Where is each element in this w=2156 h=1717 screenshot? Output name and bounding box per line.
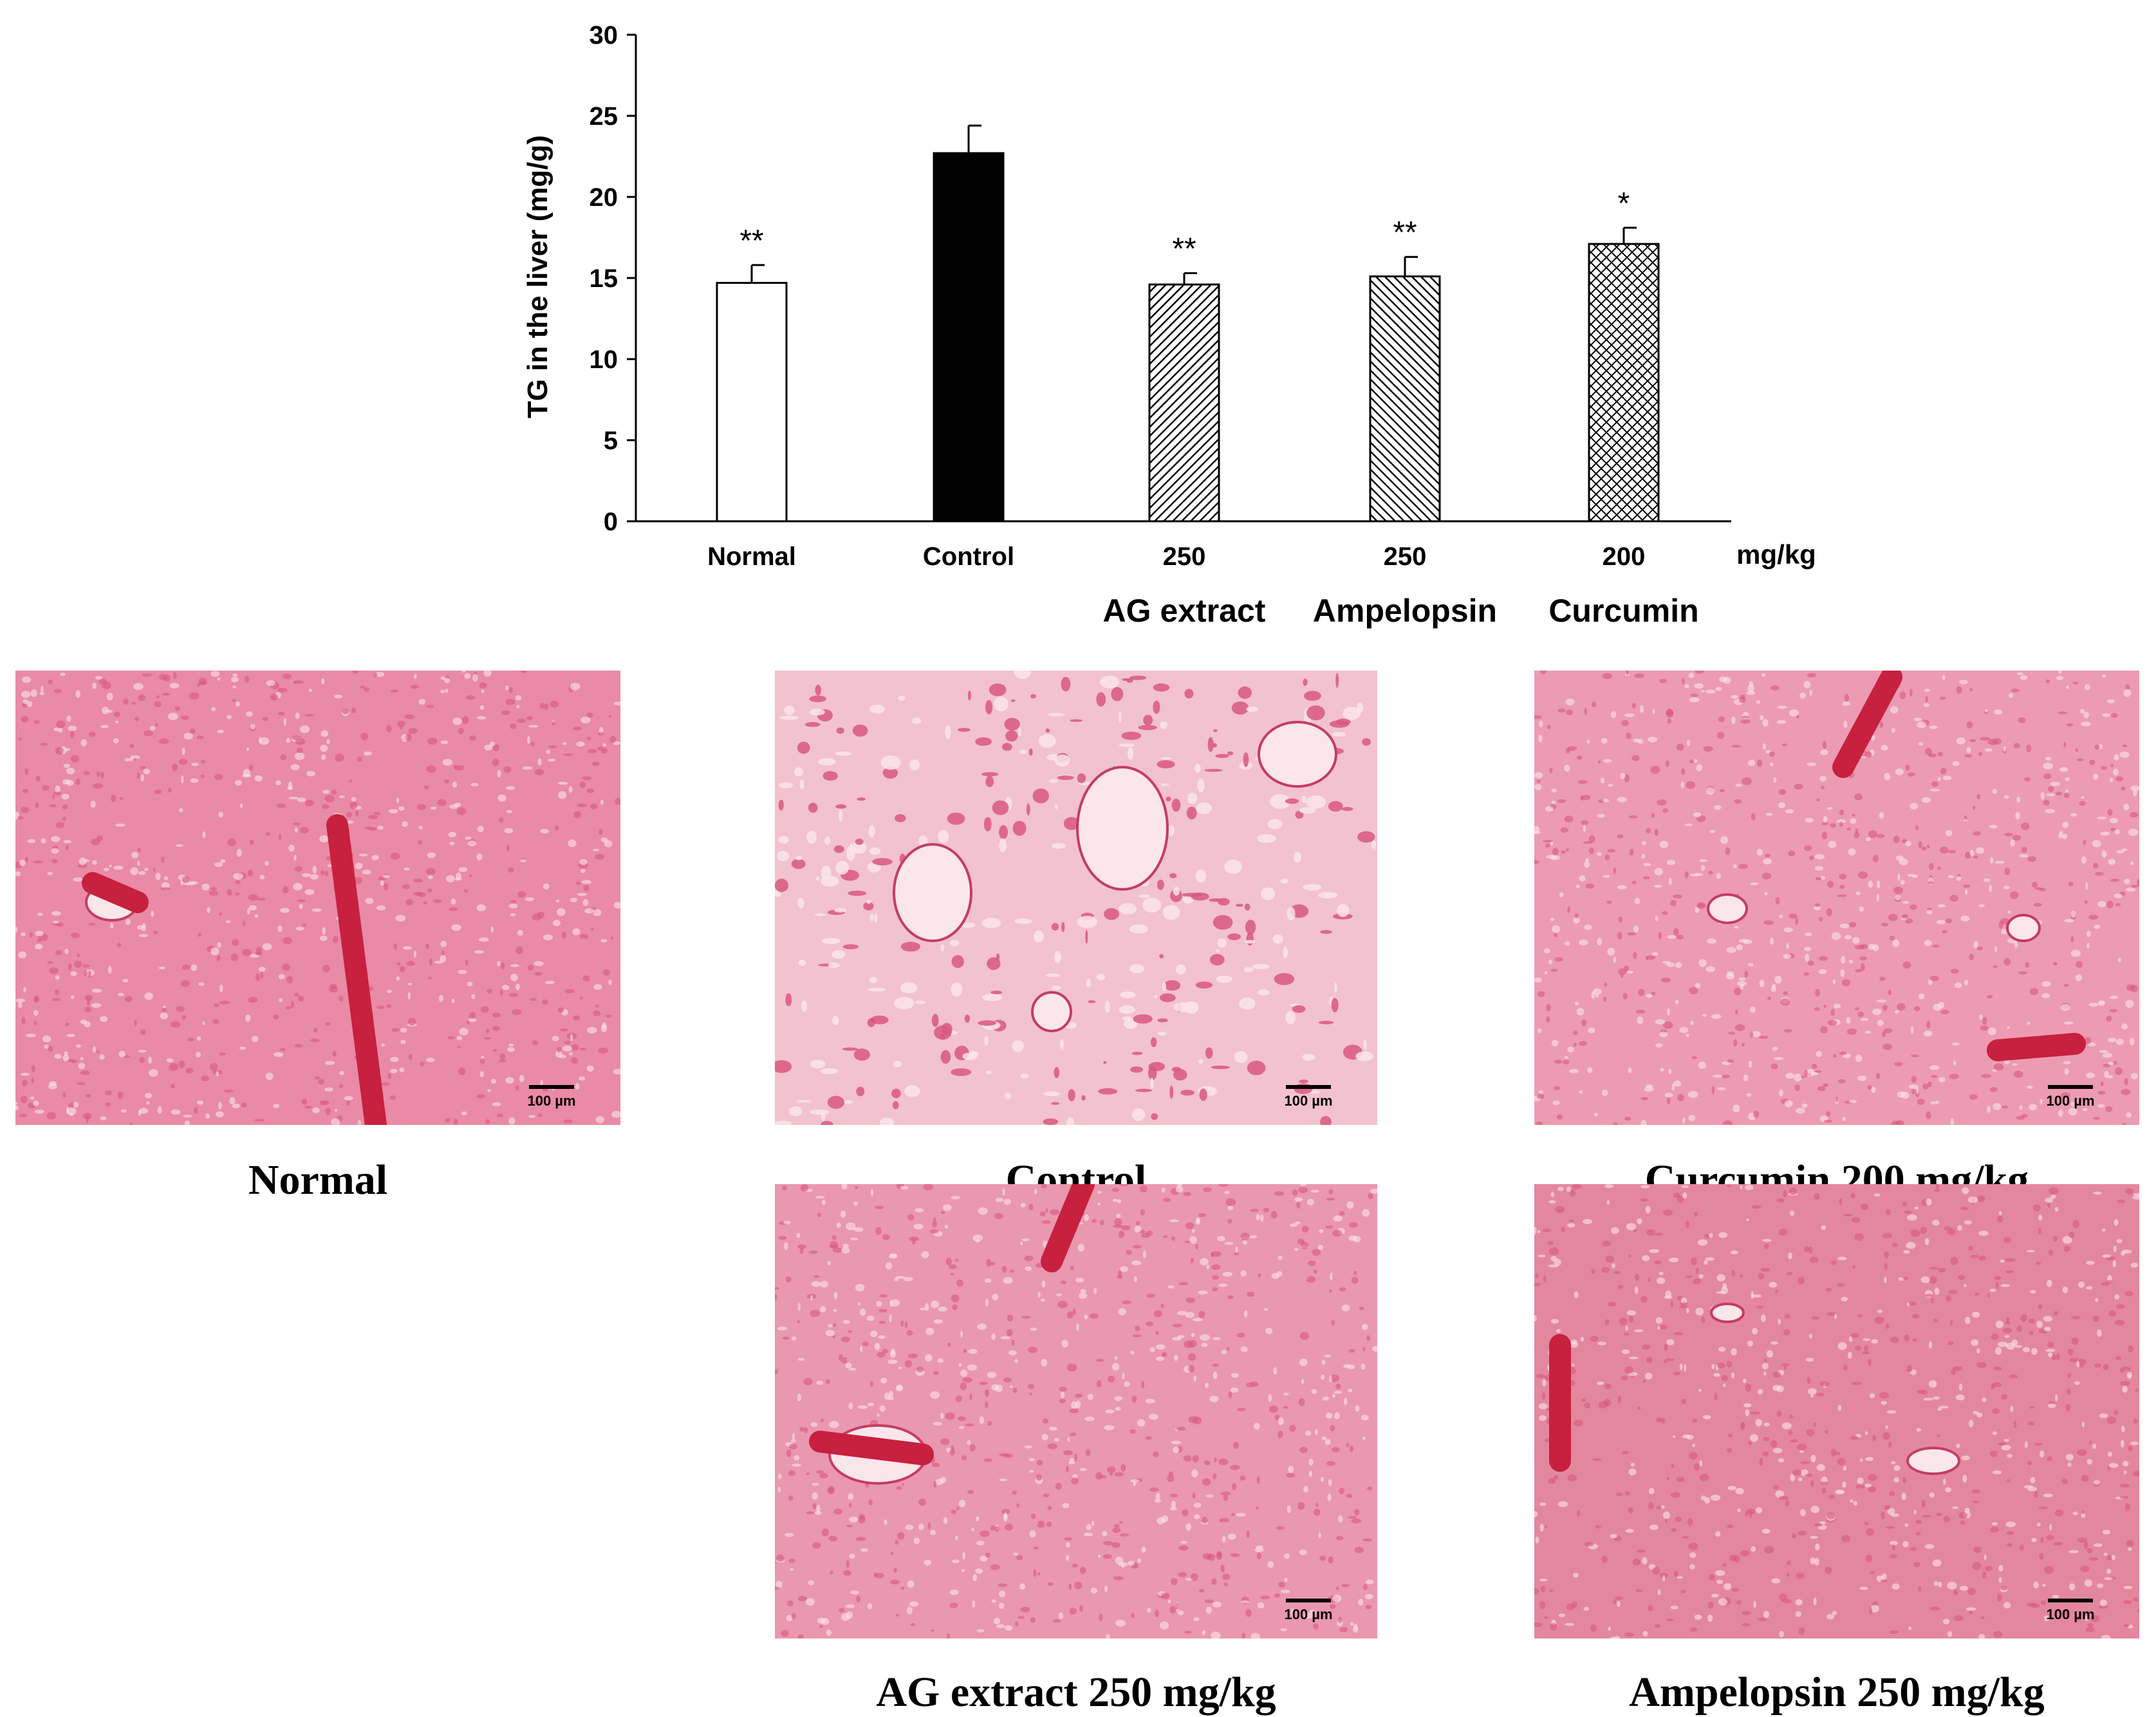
micrograph-panel: 100 µm <box>775 1184 1377 1638</box>
scale-bar-label: 100 µm <box>1284 1606 1333 1622</box>
y-tick-label: 0 <box>604 508 618 536</box>
tissue-texture <box>15 671 620 1125</box>
micrograph-panel: 100 µm <box>1534 1184 2139 1638</box>
scale-bar <box>2048 1599 2093 1602</box>
tissue-texture <box>775 671 1377 1125</box>
y-tick-label: 30 <box>590 21 618 50</box>
tissue-texture <box>1534 1184 2139 1638</box>
y-tick-label: 25 <box>590 102 618 131</box>
group-label: Curcumin <box>1548 593 1698 629</box>
x-tick-label: Control <box>923 543 1014 571</box>
bar <box>1588 243 1660 523</box>
bar-chart: 0 5 10 15 20 25 30 ** Normal Control ** 250 ** 250 * 20… <box>522 21 1816 629</box>
bar <box>1369 275 1441 523</box>
x-tick-label: 250 <box>1384 543 1427 571</box>
scale-bar-label: 100 µm <box>2046 1606 2095 1622</box>
y-tick-label: 15 <box>590 265 618 293</box>
scale-bar <box>1286 1599 1331 1602</box>
micrograph-caption: AG extract 250 mg/kg <box>876 1669 1276 1716</box>
significance-marker: ** <box>1393 216 1417 250</box>
bar <box>716 282 788 523</box>
micrograph-panel: 100 µm <box>15 671 620 1125</box>
micrograph-caption: Normal <box>248 1156 388 1203</box>
y-tick-label: 5 <box>604 427 618 455</box>
scale-bar <box>529 1085 574 1089</box>
tissue-texture <box>775 1184 1377 1638</box>
significance-marker: ** <box>1172 232 1196 266</box>
x-tick-label: Normal <box>707 543 796 571</box>
group-label: Ampelopsin <box>1313 593 1497 629</box>
scale-bar-label: 100 µm <box>1284 1093 1333 1109</box>
significance-marker: * <box>1618 187 1630 221</box>
micrograph-panel: 100 µm <box>1534 671 2139 1125</box>
micrograph-panel: 100 µm <box>775 671 1377 1125</box>
scale-bar <box>2048 1085 2093 1089</box>
micrograph-caption: Ampelopsin 250 mg/kg <box>1629 1669 2045 1716</box>
scale-bar-label: 100 µm <box>2046 1093 2095 1109</box>
scale-bar <box>1286 1085 1331 1089</box>
x-tick-label: 250 <box>1163 543 1206 571</box>
group-label: AG extract <box>1103 593 1266 629</box>
y-tick-label: 10 <box>590 346 618 374</box>
y-tick-label: 20 <box>590 183 618 212</box>
x-tick-label: 200 <box>1603 543 1646 571</box>
unit-label: mg/kg <box>1736 539 1816 570</box>
bar <box>1148 283 1220 523</box>
tissue-texture <box>1534 671 2139 1125</box>
significance-marker: ** <box>739 224 763 258</box>
bar <box>933 152 1005 523</box>
scale-bar-label: 100 µm <box>527 1093 576 1109</box>
y-axis-label: TG in the liver (mg/g) <box>522 135 553 418</box>
